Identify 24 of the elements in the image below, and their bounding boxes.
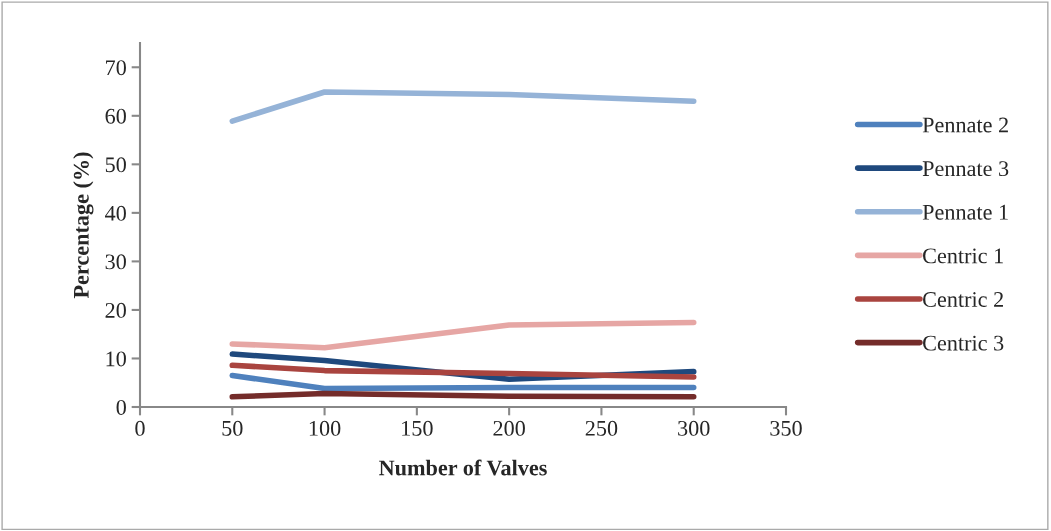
legend-label: Centric 1 — [923, 248, 1003, 264]
x-tick-label: 100 — [309, 420, 341, 436]
y-tick-label: 30 — [105, 254, 126, 270]
x-tick-label: 200 — [493, 420, 525, 436]
legend-label: Centric 2 — [923, 292, 1003, 307]
x-tick-label: 150 — [402, 420, 433, 436]
legend-label: Centric 3 — [923, 335, 1004, 351]
x-axis-title: Number of Valves — [379, 459, 547, 476]
legend-label: Pennate 1 — [922, 204, 1008, 220]
x-tick-label: 300 — [678, 420, 710, 436]
x-tick-label: 250 — [585, 420, 618, 436]
x-tick-label: 0 — [135, 420, 145, 436]
legend-label: Pennate 2 — [922, 117, 1008, 133]
y-tick-label: 10 — [106, 351, 126, 367]
x-tick-label: 50 — [222, 420, 243, 436]
x-tick-label: 350 — [770, 420, 802, 436]
y-tick-label: 70 — [106, 60, 126, 76]
y-tick-label: 20 — [105, 302, 126, 318]
y-tick-label: 0 — [116, 399, 126, 415]
y-tick-label: 50 — [105, 157, 126, 173]
legend-label: Pennate 3 — [922, 161, 1009, 177]
y-tick-label: 60 — [105, 108, 126, 124]
y-tick-label: 40 — [105, 205, 126, 221]
y-axis-title: Percentage (%) — [73, 152, 94, 299]
